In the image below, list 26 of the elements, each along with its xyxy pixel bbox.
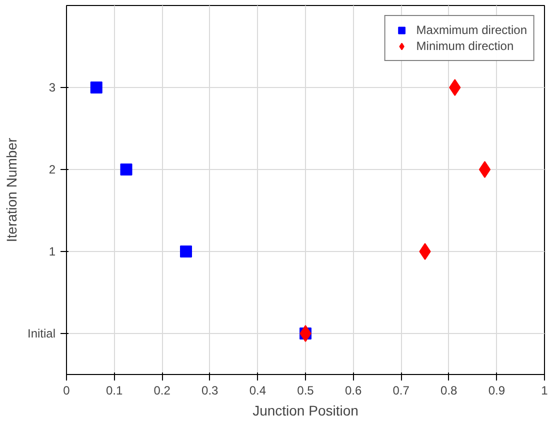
y-tick-label: 3: [48, 80, 56, 94]
point: [90, 82, 102, 94]
x-tick-label: 1: [541, 384, 548, 398]
y-tick-label: Initial: [27, 326, 56, 340]
legend-label: Maxmimum direction: [416, 22, 527, 38]
x-tick-label: 0.6: [344, 384, 362, 398]
x-tick-label: 0: [63, 384, 70, 398]
point: [478, 161, 491, 178]
point: [180, 246, 192, 258]
y-tick-label: 2: [48, 162, 56, 176]
point: [300, 325, 312, 342]
x-tick-label: 0.2: [154, 384, 171, 398]
point: [120, 164, 132, 176]
x-tick-label: 0.4: [249, 384, 266, 398]
x-tick-label: 0.1: [106, 384, 123, 398]
legend-label: Minimum direction: [416, 38, 514, 54]
x-tick-label: 0.5: [297, 384, 314, 398]
y-tick-label: 1: [48, 244, 56, 258]
x-axis-title: Junction Position: [252, 402, 358, 418]
x-tick-label: 0.8: [440, 384, 458, 398]
y-axis-title: Iteration Number: [3, 138, 20, 242]
point: [419, 243, 431, 260]
point: [449, 79, 461, 96]
x-tick-label: 0.7: [392, 384, 410, 398]
x-tick-label: 0.3: [202, 384, 219, 398]
x-tick-label: 0.9: [488, 384, 506, 398]
